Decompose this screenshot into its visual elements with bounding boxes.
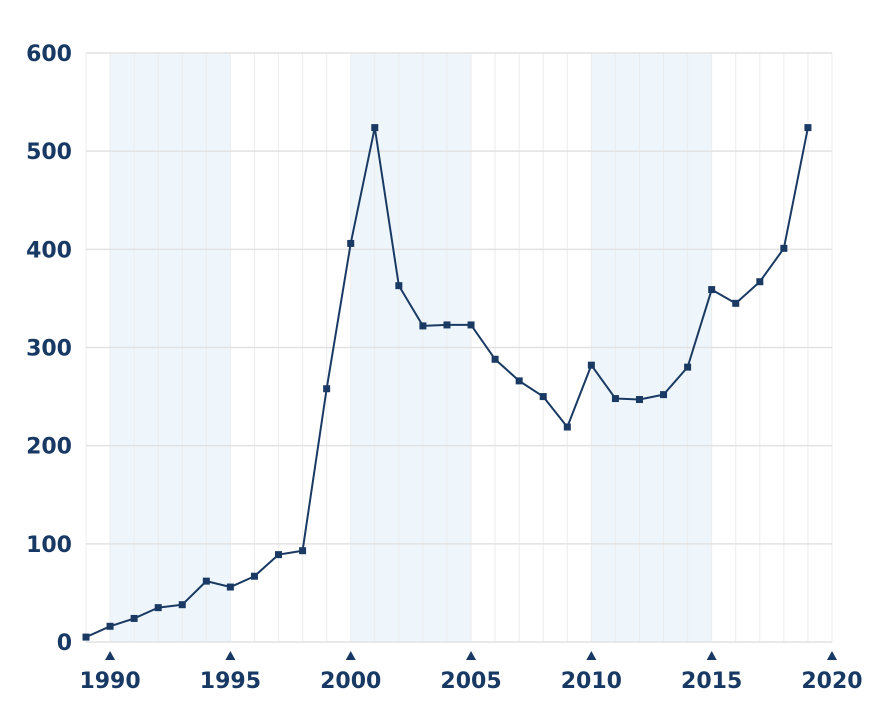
data-point-2009 [563,423,571,431]
data-point-1997 [275,551,283,559]
y-tick-label-400: 400 [26,238,72,263]
x-tick-marker-2005 [466,651,477,660]
x-tick-label-2005: 2005 [440,669,501,694]
y-tick-label-600: 600 [26,42,72,67]
y-tick-label-300: 300 [26,337,72,362]
y-tick-label-0: 0 [57,631,72,656]
data-point-1989 [82,633,90,641]
x-tick-marker-2015 [706,651,717,660]
data-point-2014 [684,363,692,371]
data-point-1991 [130,614,138,622]
y-tick-label-200: 200 [26,435,72,460]
data-point-1994 [202,577,210,585]
x-tick-marker-2010 [586,651,597,660]
data-point-2018 [780,244,788,252]
data-point-2007 [515,377,523,385]
x-tick-marker-2000 [345,651,356,660]
data-point-2011 [611,395,619,403]
x-tick-label-2020: 2020 [801,669,862,694]
data-point-1998 [299,547,307,555]
data-point-2008 [539,393,547,401]
data-point-2015 [708,286,716,294]
data-point-2006 [491,355,499,363]
x-tick-label-2000: 2000 [320,669,381,694]
x-tick-label-2010: 2010 [561,669,622,694]
data-point-2012 [635,396,643,404]
data-point-2000 [347,239,355,247]
data-point-1990 [106,622,114,630]
data-point-2013 [660,391,668,399]
data-point-2019 [804,124,812,132]
data-point-2001 [371,124,379,132]
data-point-2010 [587,361,595,369]
x-tick-label-1995: 1995 [200,669,261,694]
data-point-2016 [732,299,740,307]
data-point-1995 [226,583,234,591]
data-point-2002 [395,282,403,290]
x-tick-label-1990: 1990 [79,669,140,694]
data-point-2004 [443,321,451,329]
x-tick-label-2015: 2015 [681,669,742,694]
data-point-2003 [419,322,427,330]
x-tick-marker-2020 [827,651,837,660]
data-point-1996 [250,572,258,580]
data-point-1999 [323,385,331,393]
x-tick-marker-1990 [105,651,116,660]
data-point-2005 [467,321,475,329]
data-point-1992 [154,604,162,612]
x-tick-marker-1995 [225,651,236,660]
data-point-1993 [178,601,186,609]
y-tick-label-100: 100 [26,533,72,558]
data-point-2017 [756,278,764,286]
y-tick-label-500: 500 [26,140,72,165]
